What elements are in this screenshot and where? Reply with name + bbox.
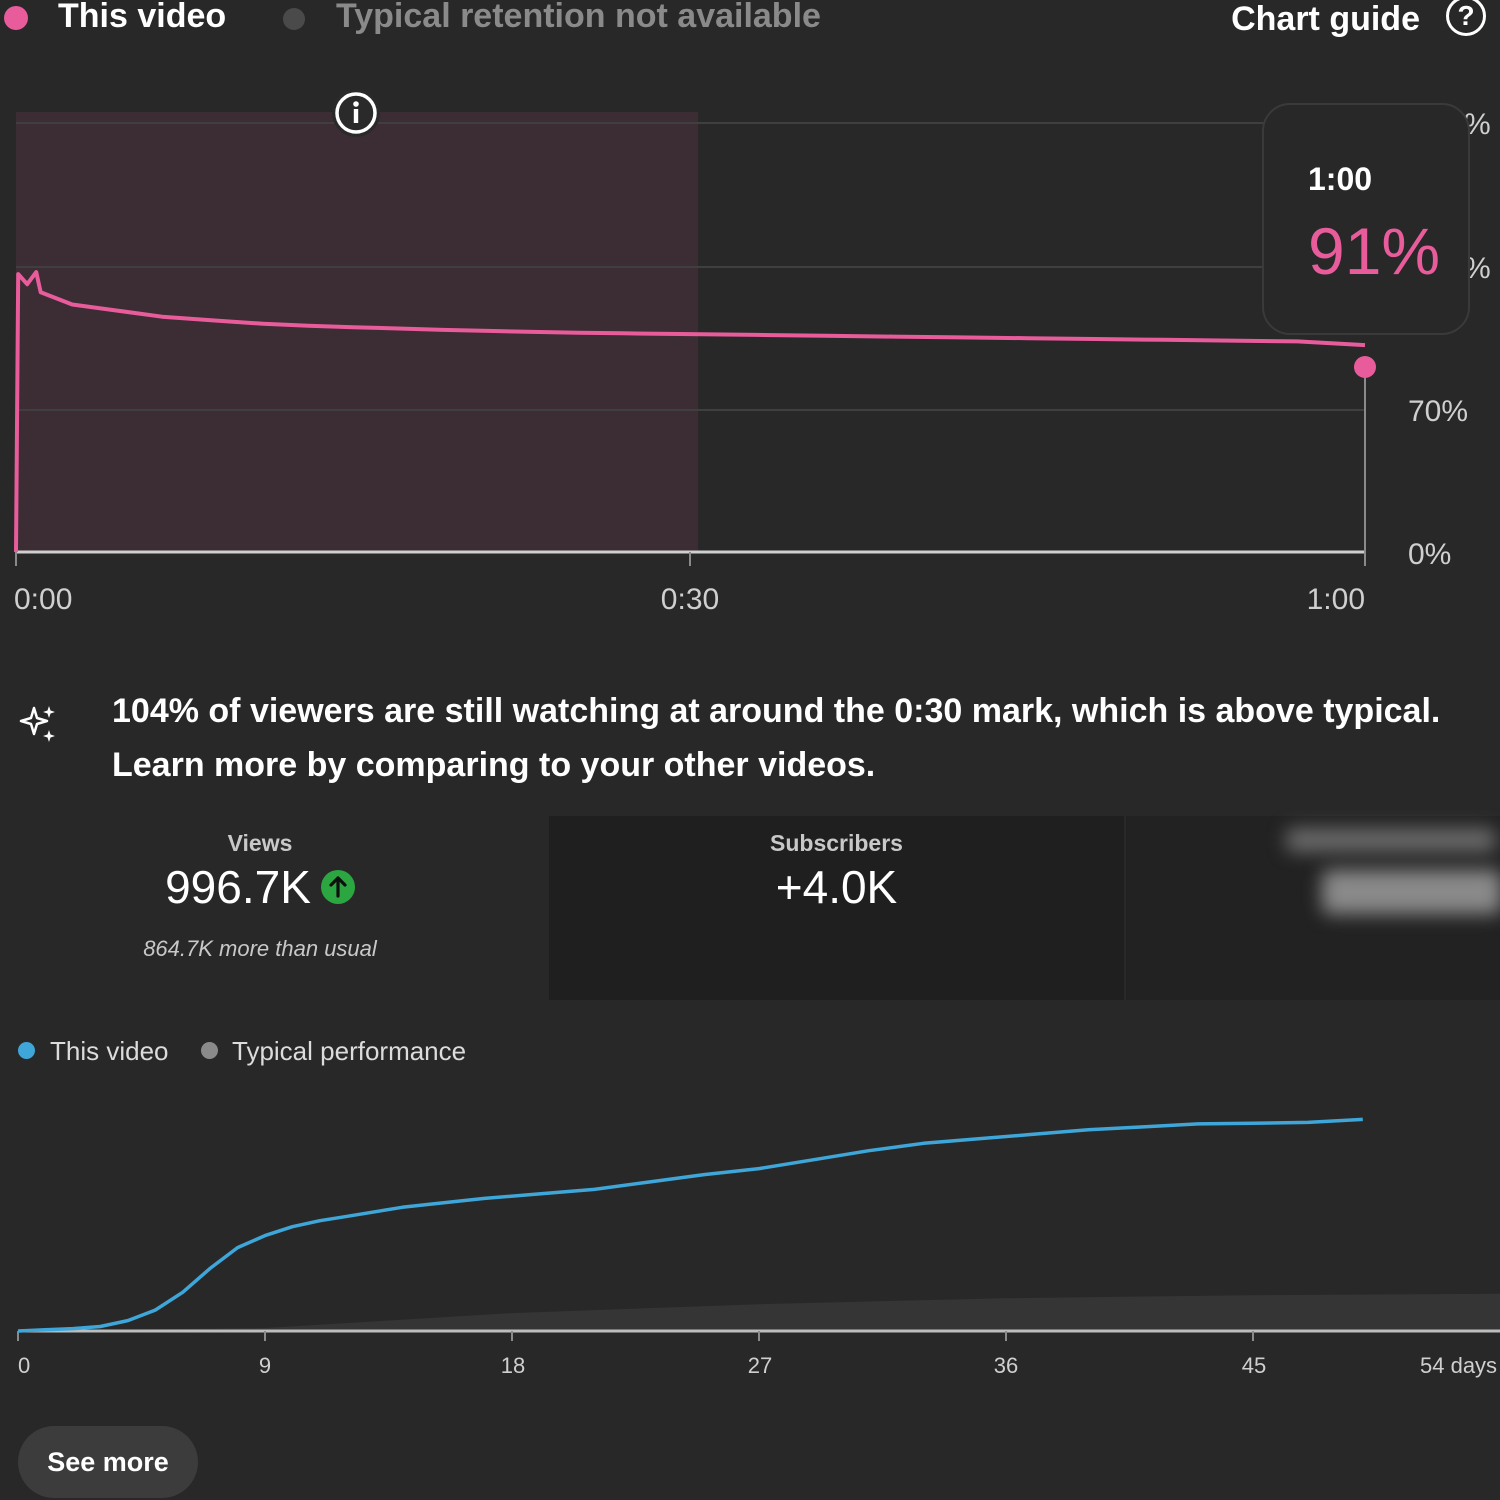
retention-x-tick-label: 0:30 [661,583,719,616]
blurred-value [1322,870,1500,914]
this-video-legend-label[interactable]: This video [58,0,227,35]
info-icon[interactable] [330,87,382,139]
retention-tooltip: 1:00 91% [1262,103,1470,335]
performance-x-tick-label: 18 [501,1353,525,1378]
metric-value-row: 996.7K [0,860,520,914]
typical-performance-band [18,1293,1500,1331]
perf-typical-legend-dot [201,1042,218,1059]
performance-x-tick-label: 27 [748,1353,772,1378]
tooltip-time: 1:00 [1308,161,1373,197]
typical-legend-label[interactable]: Typical retention not available [336,0,821,35]
retention-x-tick-label: 0:00 [14,583,72,616]
metric-value: +4.0K [775,861,898,913]
retention-x-tick-label: 1:00 [1307,583,1365,616]
perf-typical-legend-label[interactable]: Typical performance [232,1036,467,1066]
metric-comparison: 864.7K more than usual [143,936,377,961]
chart-guide-link[interactable]: Chart guide [1231,0,1420,38]
metric-card-blurred[interactable] [1126,816,1500,1000]
sparkle-icon [19,706,55,742]
performance-series-line [17,1117,1363,1333]
metric-card-subscribers[interactable]: Subscribers +4.0K [549,816,1124,1000]
performance-x-tick-label: 54 days [1420,1353,1497,1378]
retention-chart: 0:00 0:30 1:00 % % 70% 0% [14,108,1491,616]
retention-y-tick-label: 70% [1408,395,1468,428]
retention-series-line [14,270,1366,553]
metric-label: Subscribers [770,830,903,856]
retention-hover-point [1354,356,1376,378]
performance-chart: 0 9 18 27 36 45 54 days [17,1108,1500,1378]
arrow-up-icon [320,869,355,904]
metric-value: 996.7K [165,861,311,913]
metric-card-views[interactable]: Views 996.7K 864.7K more than usual [0,816,520,1000]
retention-y-tick-label: 0% [1408,538,1451,571]
perf-this-video-legend-label[interactable]: This video [50,1036,169,1066]
metric-label: Views [227,830,293,856]
see-more-button[interactable]: See more [18,1426,198,1498]
tooltip-value: 91% [1308,214,1441,288]
blurred-label [1286,828,1496,852]
insight-text: 104% of viewers are still watching at ar… [112,692,1441,784]
performance-x-tick-label: 45 [1242,1353,1266,1378]
performance-x-tick-label: 36 [994,1353,1018,1378]
help-icon[interactable]: ? [1446,0,1486,36]
perf-this-video-legend-dot [18,1042,35,1059]
this-video-legend-dot [4,6,28,30]
performance-x-tick-label: 9 [259,1353,271,1378]
performance-x-tick-label: 0 [18,1353,30,1378]
typical-legend-dot [283,8,305,30]
